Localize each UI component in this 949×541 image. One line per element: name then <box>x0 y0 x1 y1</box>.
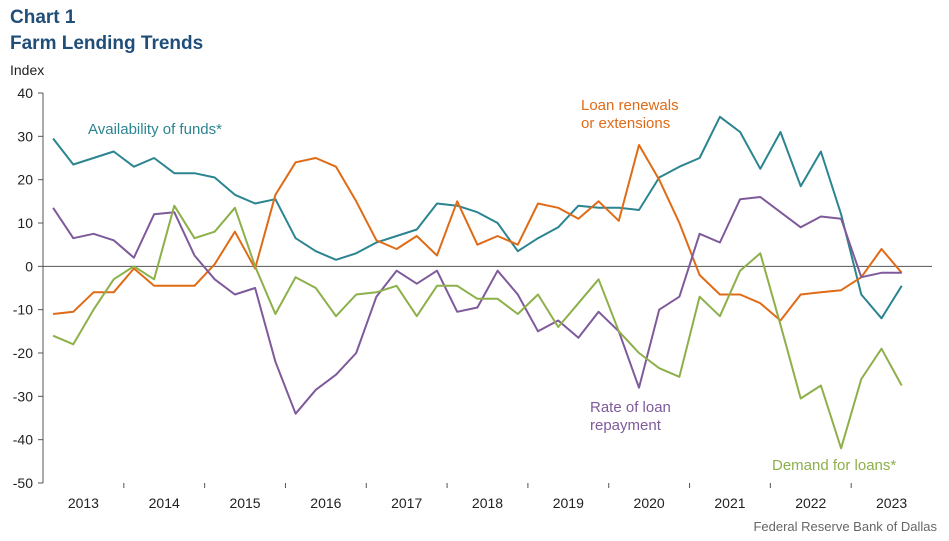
series-label: or extensions <box>581 115 670 132</box>
series-line-demand-for-loans <box>52 204 903 450</box>
series-line-rate-of-loan-repayment <box>52 196 902 415</box>
series-label: repayment <box>590 417 662 434</box>
series-line-availability-of-funds <box>52 115 903 320</box>
y-tick-label: -40 <box>13 432 33 448</box>
x-tick-label: 2015 <box>229 495 260 511</box>
y-tick-label: 20 <box>17 172 33 188</box>
series-label: Availability of funds* <box>88 121 222 138</box>
chart-subtitle: Farm Lending Trends <box>10 33 204 54</box>
x-tick-label: 2013 <box>68 495 99 511</box>
y-tick-label: 0 <box>25 258 33 274</box>
x-tick-label: 2022 <box>795 495 826 511</box>
series-label: Demand for loans* <box>772 457 896 474</box>
y-tick-label: 10 <box>17 215 33 231</box>
y-tick-label: -10 <box>13 302 33 318</box>
x-tick-label: 2016 <box>310 495 341 511</box>
x-tick-label: 2018 <box>472 495 503 511</box>
x-tick-label: 2020 <box>634 495 665 511</box>
x-tick-label: 2023 <box>876 495 907 511</box>
x-tick-label: 2014 <box>149 495 180 511</box>
source-note: Federal Reserve Bank of Dallas <box>753 519 937 534</box>
chart-title: Chart 1 <box>10 7 76 28</box>
y-tick-label: 40 <box>17 85 33 101</box>
y-tick-label: 30 <box>17 128 33 144</box>
y-tick-label: -30 <box>13 388 33 404</box>
series-line-loan-renewals-or-extensions <box>52 144 903 322</box>
x-tick-label: 2021 <box>714 495 745 511</box>
y-axis-label: Index <box>10 62 45 78</box>
y-tick-label: -50 <box>13 475 33 491</box>
y-tick-label: -20 <box>13 345 33 361</box>
series-label: Rate of loan <box>590 399 671 416</box>
series-label: Loan renewals <box>581 97 679 114</box>
x-tick-label: 2017 <box>391 495 422 511</box>
x-tick-label: 2019 <box>553 495 584 511</box>
